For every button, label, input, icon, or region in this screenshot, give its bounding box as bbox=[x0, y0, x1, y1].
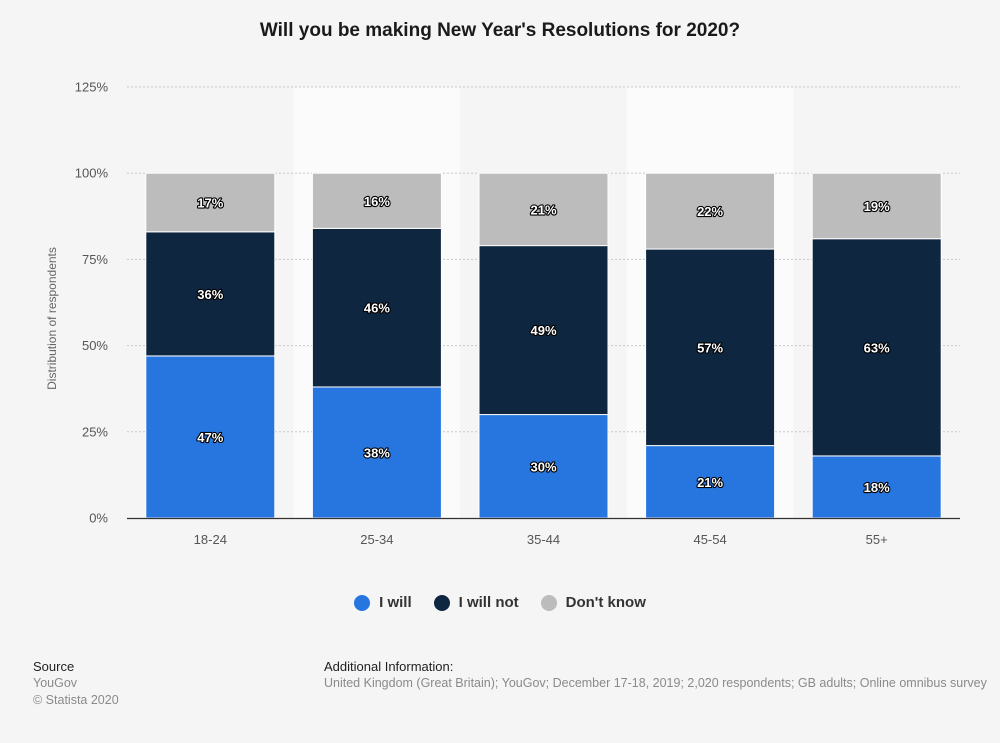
y-tick-label: 50% bbox=[82, 338, 108, 353]
x-tick-label-18-24: 18-24 bbox=[194, 532, 227, 547]
source-block: Source YouGov © Statista 2020 bbox=[33, 658, 119, 709]
legend-item-dont-know[interactable]: Don't know bbox=[540, 594, 646, 611]
legend-swatch-i-will-not bbox=[433, 594, 450, 611]
bars bbox=[145, 172, 942, 519]
legend-item-i-will[interactable]: I will bbox=[354, 594, 412, 611]
legend-label-i-will: I will bbox=[379, 594, 412, 611]
bar-don-t-know-25-34[interactable] bbox=[311, 172, 442, 229]
y-axis-ticks: 0% 25% 50% 75% 100% 125% bbox=[75, 80, 109, 526]
y-axis-label: Distribution of respondents bbox=[45, 247, 59, 390]
stacked-bar-chart: 0% 25% 50% 75% 100% 125% 47% 36% 17% 38% 46% 16% 30… bbox=[45, 80, 960, 547]
additional-info-text: United Kingdom (Great Britain); YouGov; … bbox=[324, 676, 987, 690]
data-label-i-will-25-34: 38% bbox=[364, 445, 390, 460]
legend-item-i-will-not[interactable]: I will not bbox=[433, 594, 519, 611]
source-name[interactable]: YouGov bbox=[33, 676, 78, 690]
bar-i-will-not-55[interactable] bbox=[811, 238, 942, 457]
data-label-don-t-know-18-24: 17% bbox=[197, 196, 223, 211]
x-tick-label-25-34: 25-34 bbox=[360, 532, 393, 547]
x-tick-label-45-54: 45-54 bbox=[693, 532, 726, 547]
y-tick-label: 100% bbox=[75, 166, 109, 181]
x-tick-label-35-44: 35-44 bbox=[527, 532, 560, 547]
additional-info-block: Additional Information: United Kingdom (… bbox=[324, 658, 987, 692]
bar-i-will-18-24[interactable] bbox=[145, 355, 276, 519]
bar-don-t-know-55[interactable] bbox=[811, 172, 942, 240]
y-tick-label: 25% bbox=[82, 424, 108, 439]
data-label-don-t-know-45-54: 22% bbox=[697, 204, 723, 219]
legend-label-i-will-not: I will not bbox=[458, 594, 519, 611]
bar-don-t-know-18-24[interactable] bbox=[145, 172, 276, 233]
legend: I will I will not Don't know bbox=[0, 594, 1000, 611]
chart-title: Will you be making New Year's Resolution… bbox=[259, 20, 741, 41]
data-label-i-will-not-18-24: 36% bbox=[197, 287, 223, 302]
additional-info-heading: Additional Information: bbox=[324, 659, 454, 674]
data-label-don-t-know-55: 19% bbox=[864, 199, 890, 214]
legend-swatch-i-will bbox=[354, 594, 371, 611]
bar-don-t-know-45-54[interactable] bbox=[645, 172, 776, 250]
y-tick-label: 125% bbox=[75, 80, 109, 95]
data-label-don-t-know-25-34: 16% bbox=[364, 194, 390, 209]
source-heading: Source bbox=[33, 659, 75, 674]
data-label-i-will-55: 18% bbox=[864, 480, 890, 495]
data-label-i-will-18-24: 47% bbox=[197, 430, 223, 445]
bar-i-will-45-54[interactable] bbox=[645, 445, 776, 519]
x-axis-ticks: 18-24 25-34 35-44 45-54 55+ bbox=[194, 532, 888, 547]
copyright[interactable]: © Statista 2020 bbox=[33, 693, 119, 707]
bar-don-t-know-35-44[interactable] bbox=[478, 172, 609, 247]
bar-i-will-35-44[interactable] bbox=[478, 414, 609, 519]
legend-swatch-dont-know bbox=[540, 594, 557, 611]
data-label-i-will-not-45-54: 57% bbox=[697, 340, 723, 355]
data-label-i-will-45-54: 21% bbox=[697, 475, 723, 490]
bar-i-will-not-45-54[interactable] bbox=[645, 248, 776, 447]
x-tick-label-55: 55+ bbox=[866, 532, 888, 547]
data-label-i-will-not-25-34: 46% bbox=[364, 301, 390, 316]
data-label-i-will-not-55: 63% bbox=[864, 340, 890, 355]
bar-i-will-55[interactable] bbox=[811, 455, 942, 519]
y-tick-label: 0% bbox=[89, 511, 108, 526]
data-labels: 47% 36% 17% 38% 46% 16% 30% 49% 21% 21% 57% 22% 18% 6… bbox=[196, 193, 891, 496]
data-label-i-will-35-44: 30% bbox=[530, 459, 556, 474]
data-label-don-t-know-35-44: 21% bbox=[530, 202, 556, 217]
data-label-i-will-not-35-44: 49% bbox=[530, 323, 556, 338]
legend-label-dont-know: Don't know bbox=[565, 594, 646, 611]
bar-i-will-not-35-44[interactable] bbox=[478, 245, 609, 416]
y-tick-label: 75% bbox=[82, 252, 108, 267]
